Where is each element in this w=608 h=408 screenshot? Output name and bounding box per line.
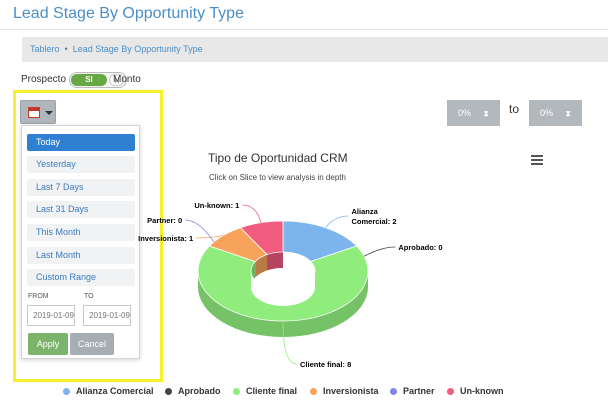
- legend-dot-icon: [165, 388, 172, 395]
- data-label-0: Alianza: [352, 207, 379, 216]
- range-last-31-days[interactable]: Last 31 Days: [27, 201, 135, 218]
- apply-button[interactable]: Apply: [28, 333, 68, 355]
- percent-to-select[interactable]: 0% ⧗: [529, 100, 582, 126]
- prospecto-monto-switch[interactable]: SI: [69, 72, 127, 88]
- percent-to-label: to: [509, 102, 520, 116]
- range-last-7-days[interactable]: Last 7 Days: [27, 179, 135, 196]
- chart-title: Tipo de Oportunidad CRM: [208, 151, 348, 165]
- cancel-button[interactable]: Cancel: [70, 333, 114, 355]
- data-label-4: Partner: 0: [147, 216, 182, 225]
- caret-down-icon: [45, 111, 53, 115]
- chart-menu-icon[interactable]: [531, 155, 543, 165]
- data-label-5: Un-known: 1: [194, 201, 239, 210]
- pie-slice-inner-3[interactable]: [255, 254, 267, 278]
- breadcrumb-current[interactable]: Lead Stage By Opportunity Type: [72, 44, 203, 54]
- data-label-3: Inversionista: 1: [138, 234, 193, 243]
- title-divider: [0, 29, 608, 30]
- range-last-month[interactable]: Last Month: [27, 247, 135, 264]
- label-connector-5: [242, 204, 262, 223]
- legend-label: Alianza Comercial: [76, 386, 154, 396]
- switch-knob[interactable]: [109, 74, 124, 86]
- range-today[interactable]: Today: [27, 134, 135, 151]
- pie-slice-un-known[interactable]: [239, 220, 284, 256]
- legend-dot-icon: [63, 388, 70, 395]
- legend-label: Un-known: [460, 386, 504, 396]
- legend-label: Partner: [403, 386, 435, 396]
- pie-slice-inner-5[interactable]: [267, 252, 283, 271]
- highlight-frame: [13, 90, 163, 382]
- toggle-left-label: Prospecto: [21, 74, 67, 85]
- date-range-dropdown: Today Yesterday Last 7 Days Last 31 Days…: [21, 125, 140, 359]
- percent-from-value: 0%: [458, 108, 472, 118]
- data-label-1: Aprobado: 0: [398, 243, 442, 252]
- donut-hole-front: [251, 271, 315, 306]
- label-connector-4: [185, 219, 215, 243]
- legend-label: Cliente final: [246, 386, 298, 396]
- breadcrumb: Tablero • Lead Stage By Opportunity Type: [22, 37, 608, 62]
- from-date-input[interactable]: 2019-01-09: [27, 305, 75, 326]
- pie-slice-side-2[interactable]: [198, 271, 368, 337]
- calendar-icon: [28, 107, 40, 118]
- range-yesterday[interactable]: Yesterday: [27, 156, 135, 173]
- to-label: TO: [84, 293, 94, 300]
- label-connector-2: [282, 320, 298, 365]
- breadcrumb-separator: •: [64, 44, 68, 54]
- label-connector-0: [325, 215, 349, 228]
- legend-dot-icon: [447, 388, 454, 395]
- page-title: Lead Stage By Opportunity Type: [13, 5, 244, 22]
- label-connector-1: [364, 246, 396, 257]
- range-custom[interactable]: Custom Range: [27, 269, 135, 286]
- toggle-right-label: Monto: [113, 74, 141, 85]
- legend-label: Inversionista: [323, 386, 379, 396]
- chart-subtitle: Click on Slice to view analysis in depth: [209, 173, 346, 182]
- spinner-icon: ⧗: [565, 109, 571, 118]
- range-this-month[interactable]: This Month: [27, 224, 135, 241]
- switch-on-label: SI: [71, 74, 107, 86]
- chart-legend: Alianza Comercial Aprobado Cliente final In…: [0, 384, 608, 400]
- data-label-0: Comercial: 2: [352, 217, 397, 226]
- legend-dot-icon: [233, 388, 240, 395]
- legend-dot-icon: [310, 388, 317, 395]
- spinner-icon: ⧗: [483, 109, 489, 118]
- legend-label: Aprobado: [178, 386, 221, 396]
- data-label-2: Cliente final: 8: [300, 360, 351, 369]
- label-connector-3: [196, 235, 223, 239]
- legend-dot-icon: [390, 388, 397, 395]
- breadcrumb-home-link[interactable]: Tablero: [30, 44, 60, 54]
- percent-to-value: 0%: [540, 108, 554, 118]
- to-date-input[interactable]: 2019-01-09: [83, 305, 131, 326]
- percent-from-select[interactable]: 0% ⧗: [447, 100, 500, 126]
- date-range-button[interactable]: [20, 100, 56, 124]
- from-label: FROM: [28, 293, 49, 300]
